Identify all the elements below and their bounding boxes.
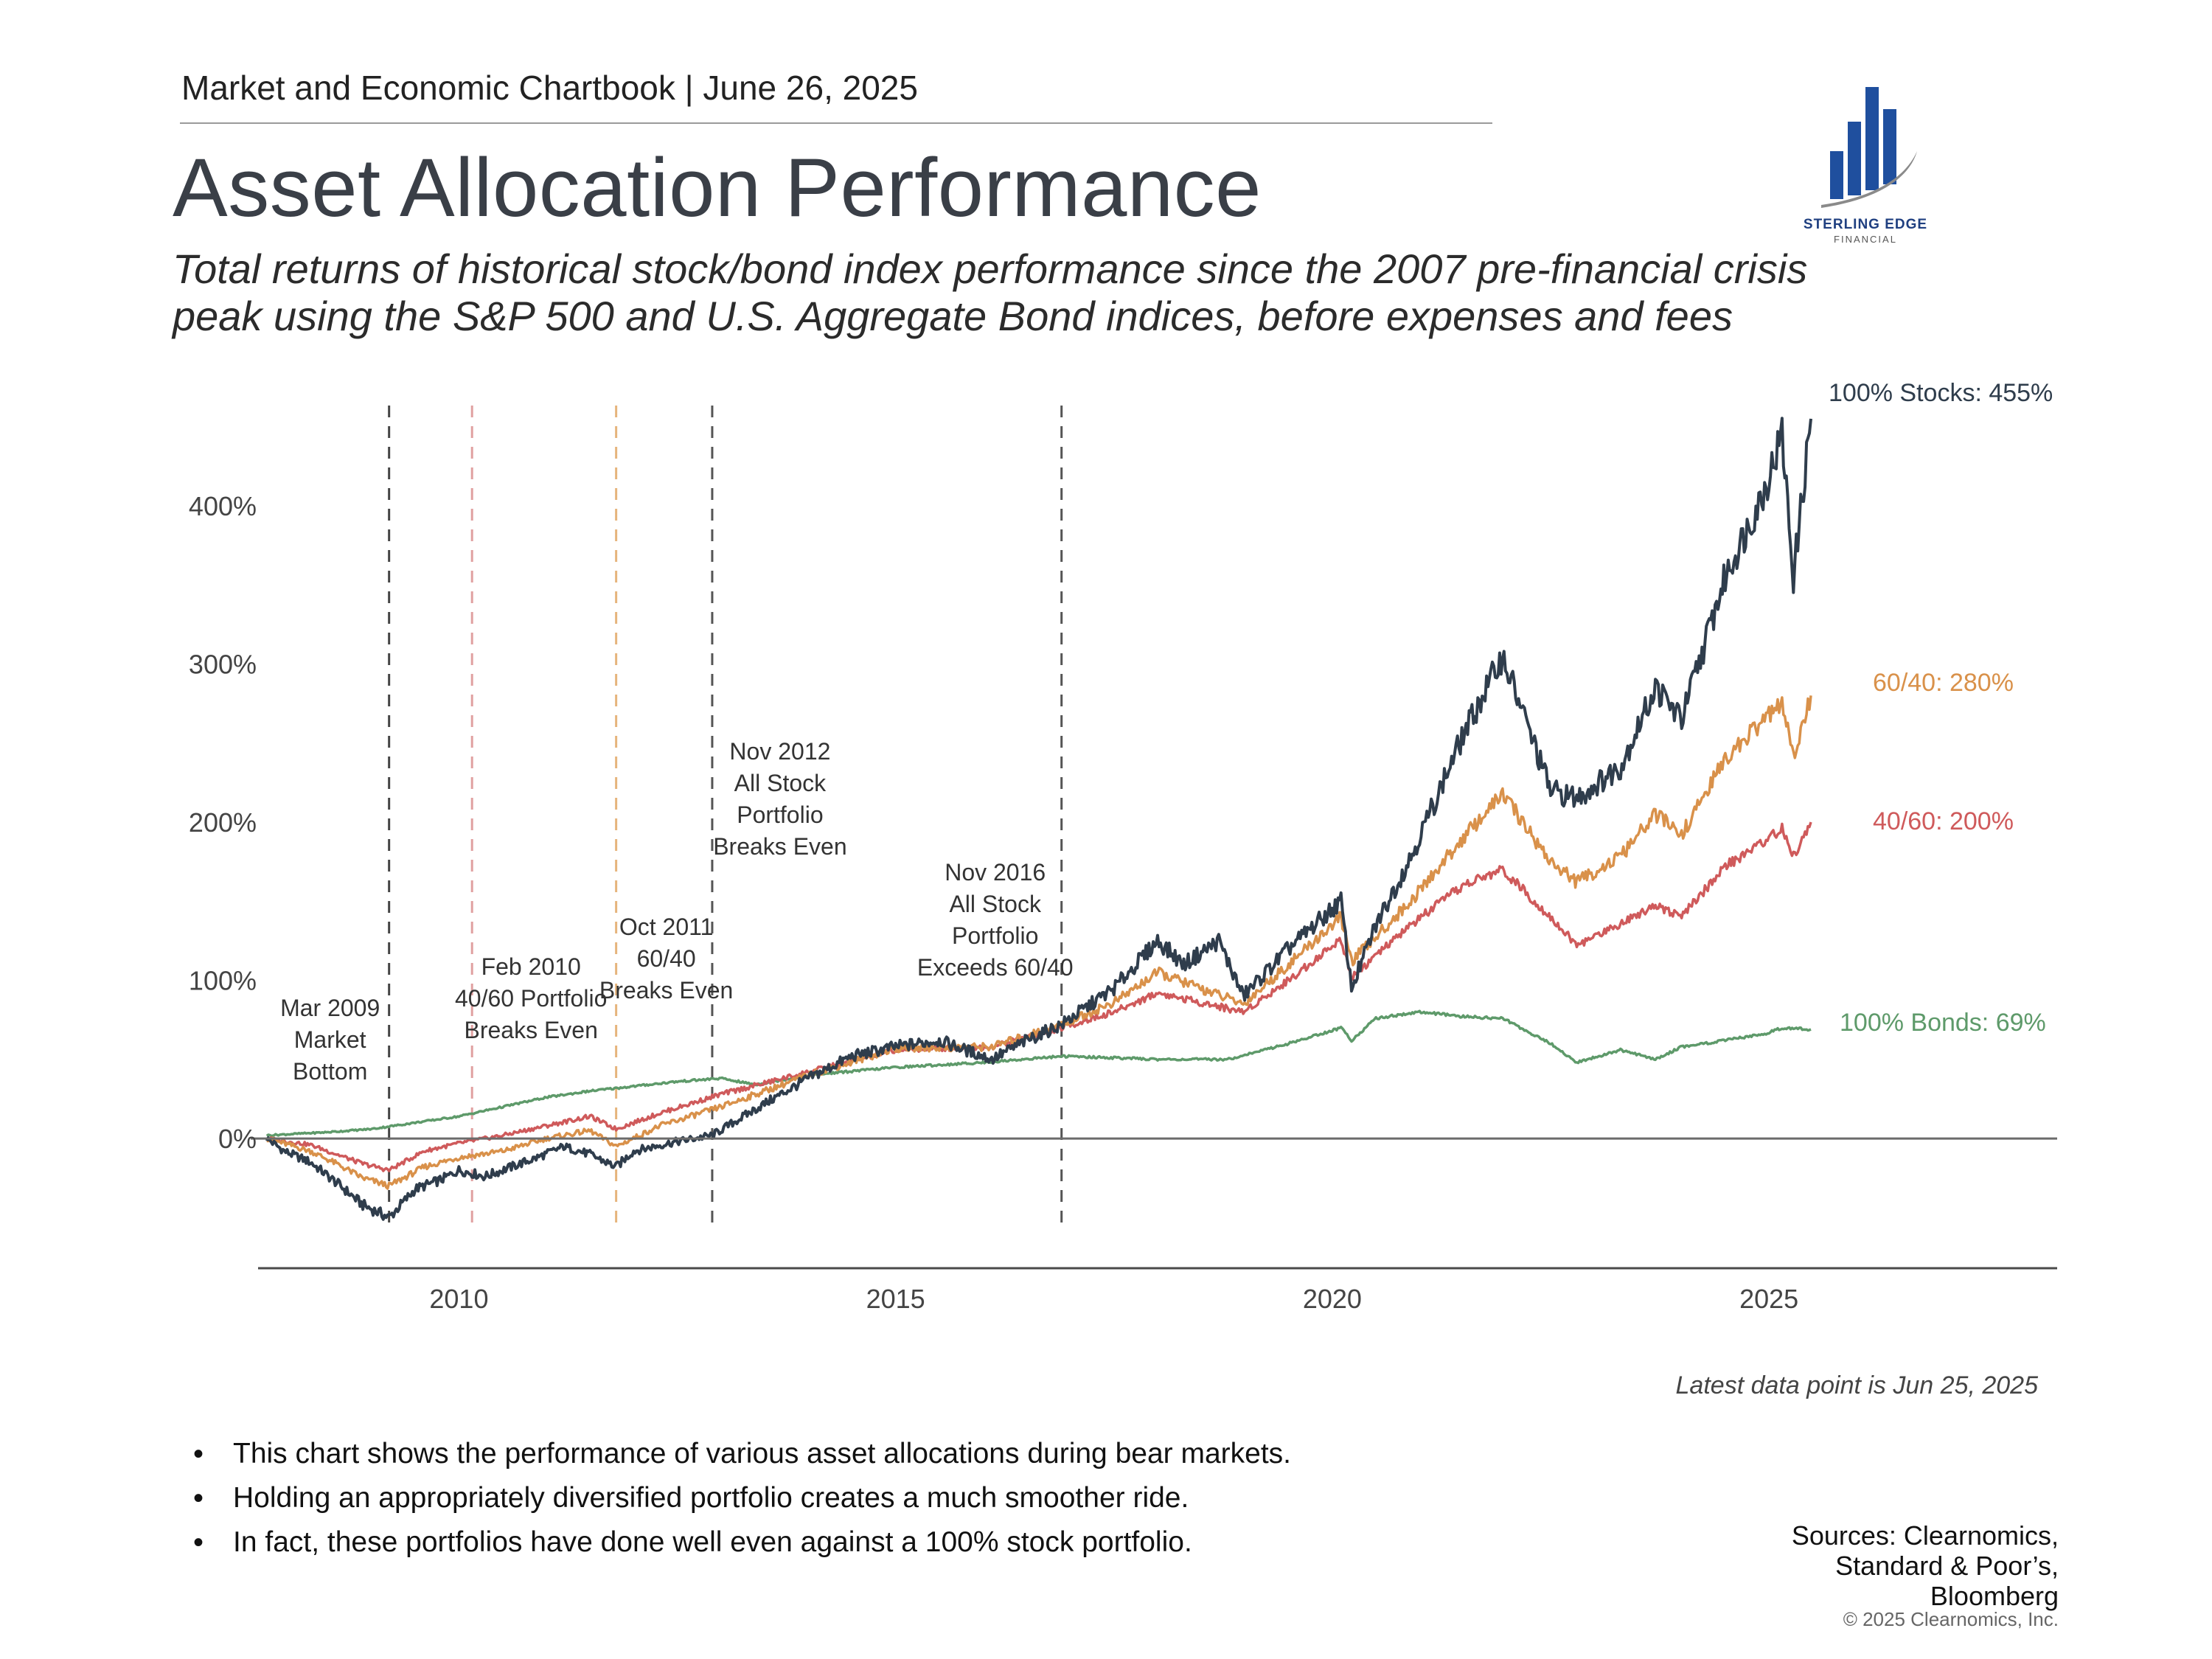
event-annotation: Breaks Even (599, 977, 733, 1004)
event-annotation: All Stock (949, 891, 1041, 917)
y-tick-label: 300% (189, 649, 257, 679)
bullet-text: Holding an appropriately diversified por… (233, 1482, 1189, 1514)
y-tick-label: 200% (189, 807, 257, 838)
subtitle-line-1: Total returns of historical stock/bond i… (173, 246, 1808, 292)
copyright: © 2025 Clearnomics, Inc. (1843, 1608, 2059, 1630)
bullet-item: • This chart shows the performance of var… (189, 1432, 1291, 1476)
source-line: Standard & Poor’s, (1835, 1551, 2059, 1581)
series-line-100-bonds (265, 1009, 1812, 1138)
event-annotation: Market (294, 1026, 366, 1053)
event-annotation: Exceeds 60/40 (917, 954, 1074, 981)
event-annotation: Breaks Even (464, 1017, 597, 1043)
bullet-list: • This chart shows the performance of var… (189, 1432, 1291, 1565)
header-divider (180, 122, 1492, 124)
source-line: Sources: Clearnomics, (1791, 1520, 2059, 1551)
bullet-text: In fact, these portfolios have done well… (233, 1526, 1192, 1558)
series-line-100-stocks (265, 417, 1812, 1221)
y-tick-label: 400% (189, 491, 257, 521)
x-tick-label: 2025 (1739, 1284, 1798, 1314)
bullet-text: This chart shows the performance of vari… (233, 1438, 1292, 1470)
bullet-icon: • (193, 1482, 204, 1514)
event-annotation: Feb 2010 (481, 953, 581, 980)
event-annotation: Portfolio (952, 922, 1038, 949)
series-line-60-40 (266, 695, 1812, 1190)
event-annotation: 40/60 Portfolio (455, 985, 607, 1012)
event-annotation: Oct 2011 (619, 914, 713, 940)
x-tick-label: 2020 (1303, 1284, 1362, 1314)
y-tick-label: 0% (218, 1124, 257, 1154)
sources: Sources: Clearnomics, Standard & Poor’s,… (1749, 1520, 2059, 1611)
logo-bars-icon (1821, 87, 1917, 208)
x-tick-label: 2010 (429, 1284, 488, 1314)
event-annotation: All Stock (734, 770, 827, 796)
event-annotation: Nov 2012 (729, 738, 830, 765)
event-annotation: Bottom (293, 1058, 367, 1085)
series-end-label: 60/40: 280% (1873, 669, 2014, 697)
page-title: Asset Allocation Performance (173, 142, 1262, 234)
bullet-icon: • (193, 1438, 204, 1470)
x-tick-label: 2015 (866, 1284, 925, 1314)
event-annotation: Portfolio (737, 801, 823, 828)
event-annotation: 60/40 (637, 945, 696, 972)
series-end-label: 40/60: 200% (1873, 807, 2014, 835)
chartbook-header: Market and Economic Chartbook | June 26,… (181, 69, 918, 107)
bullet-item: • In fact, these portfolios have done wel… (189, 1520, 1291, 1565)
event-annotation: Breaks Even (713, 833, 846, 860)
bullet-icon: • (193, 1526, 204, 1559)
event-annotation: Nov 2016 (945, 859, 1046, 886)
series-end-label: 100% Stocks: 455% (1829, 379, 2053, 407)
subtitle-line-2: peak using the S&P 500 and U.S. Aggregat… (173, 293, 1733, 339)
series-end-label: 100% Bonds: 69% (1840, 1009, 2046, 1037)
source-line: Bloomberg (1930, 1581, 2059, 1611)
company-logo: STERLING EDGE FINANCIAL (1792, 81, 1939, 258)
bullet-item: • Holding an appropriately diversified po… (189, 1476, 1291, 1520)
latest-data-note: Latest data point is Jun 25, 2025 (1675, 1371, 2038, 1399)
y-tick-label: 100% (189, 966, 257, 996)
logo-subtitle: FINANCIAL (1834, 234, 1897, 245)
event-annotation: Mar 2009 (280, 995, 380, 1021)
logo-name: STERLING EDGE (1803, 217, 1928, 232)
